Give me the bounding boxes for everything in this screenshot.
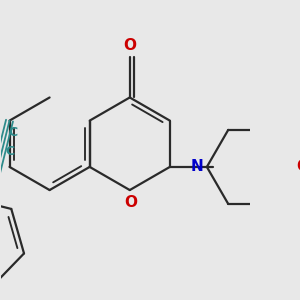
Text: O: O <box>124 195 137 210</box>
Text: O: O <box>123 38 136 53</box>
Text: C: C <box>5 145 14 158</box>
Text: N: N <box>190 159 203 174</box>
Text: C: C <box>8 126 17 140</box>
Text: O: O <box>296 159 300 174</box>
